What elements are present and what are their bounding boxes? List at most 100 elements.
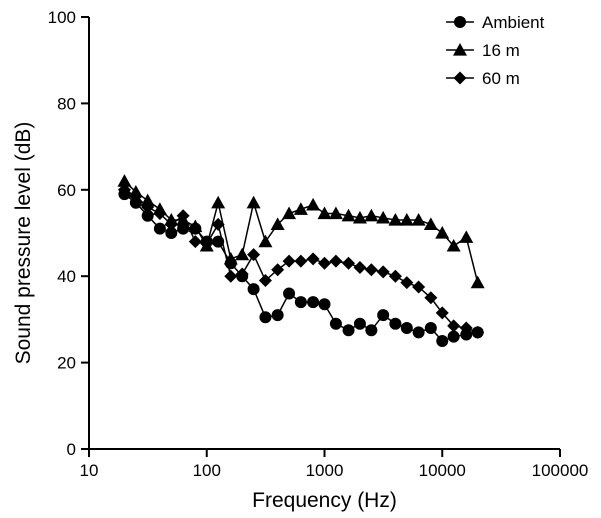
data-point: [447, 330, 460, 343]
data-point: [188, 235, 202, 249]
y-tick-label: 60: [57, 181, 76, 200]
data-point: [471, 325, 485, 339]
x-tick-label: 10000: [419, 461, 466, 480]
data-point: [294, 296, 307, 309]
data-point: [399, 213, 414, 226]
data-point: [306, 252, 320, 266]
legend-label: 16 m: [482, 41, 520, 60]
data-point: [176, 209, 190, 223]
data-point: [435, 306, 449, 320]
y-tick-label: 0: [67, 440, 76, 459]
legend-marker: [454, 16, 466, 28]
data-point: [211, 217, 225, 231]
data-point: [306, 197, 321, 211]
data-point: [412, 326, 425, 339]
y-axis: 0 20 40 60 80 100: [48, 8, 90, 459]
data-point: [211, 195, 226, 209]
y-tick-label: 40: [57, 267, 76, 286]
data-point: [423, 217, 438, 230]
data-point: [436, 335, 449, 347]
y-tick-label: 80: [57, 94, 76, 113]
data-point: [317, 206, 332, 220]
data-point: [353, 317, 366, 330]
data-point: [153, 222, 166, 235]
data-point: [470, 275, 485, 289]
data-point: [153, 207, 167, 221]
data-point: [164, 217, 178, 231]
data-point: [424, 291, 438, 305]
data-point: [342, 256, 356, 270]
data-point: [389, 317, 402, 330]
data-point: [376, 210, 391, 224]
data-point: [117, 183, 131, 197]
data-point: [129, 189, 143, 203]
legend-entry: Ambient: [446, 13, 545, 32]
x-tick-label: 100: [193, 461, 221, 480]
data-point: [141, 209, 154, 222]
data-point: [459, 321, 473, 335]
data-point: [258, 234, 273, 248]
legend-marker: [453, 43, 467, 56]
data-point: [411, 213, 426, 226]
data-point: [282, 206, 297, 220]
x-tick-label: 10: [80, 461, 99, 480]
data-point: [329, 254, 343, 268]
data-point: [376, 265, 390, 279]
data-point: [328, 206, 343, 220]
data-point: [352, 210, 367, 224]
y-tick-label: 100: [48, 8, 76, 27]
data-point: [247, 248, 261, 262]
y-tick-label: 20: [57, 354, 76, 373]
data-point: [388, 269, 402, 283]
data-point: [318, 298, 331, 311]
data-point: [177, 222, 190, 235]
legend-entry: 60 m: [446, 69, 520, 88]
data-point: [388, 213, 403, 226]
data-point: [400, 322, 413, 335]
data-point: [365, 324, 378, 337]
data-point: [259, 311, 272, 324]
data-point: [447, 319, 461, 333]
data-point: [271, 309, 284, 322]
data-point: [341, 208, 356, 222]
legend-entry: 16 m: [446, 41, 520, 60]
data-point: [342, 324, 355, 337]
data-point: [258, 274, 272, 288]
data-point: [293, 202, 308, 215]
data-point: [117, 174, 132, 187]
data-point: [235, 267, 249, 281]
legend-label: 60 m: [482, 69, 520, 88]
data-point: [283, 287, 296, 300]
x-tick-label: 1000: [306, 461, 344, 480]
data-point: [424, 322, 437, 335]
data-point: [377, 309, 390, 322]
x-axis: 10 100 1000 10000 100000: [80, 448, 589, 480]
data-point: [412, 280, 426, 294]
data-point: [270, 217, 285, 230]
data-point: [224, 269, 238, 283]
x-tick-label: 100000: [532, 461, 589, 480]
legend-marker: [453, 71, 467, 85]
data-point: [235, 247, 250, 261]
data-point: [364, 208, 379, 222]
x-axis-title: Frequency (Hz): [252, 489, 397, 512]
data-point: [282, 254, 296, 268]
legend: Ambient 16 m 60 m: [446, 13, 545, 88]
data-point: [459, 230, 474, 243]
series-layer: [117, 174, 485, 347]
data-point: [247, 283, 260, 296]
data-point: [165, 227, 178, 239]
data-point: [271, 263, 285, 277]
data-point: [446, 238, 461, 252]
data-point: [364, 263, 378, 277]
data-point: [400, 276, 414, 290]
data-point: [307, 296, 320, 309]
series-line: [123, 180, 479, 283]
data-point: [294, 254, 308, 268]
data-point: [246, 195, 261, 209]
data-point: [200, 237, 214, 251]
y-axis-title: Sound pressure level (dB): [12, 122, 35, 365]
data-point: [353, 261, 367, 275]
series-60-m: [117, 183, 485, 339]
